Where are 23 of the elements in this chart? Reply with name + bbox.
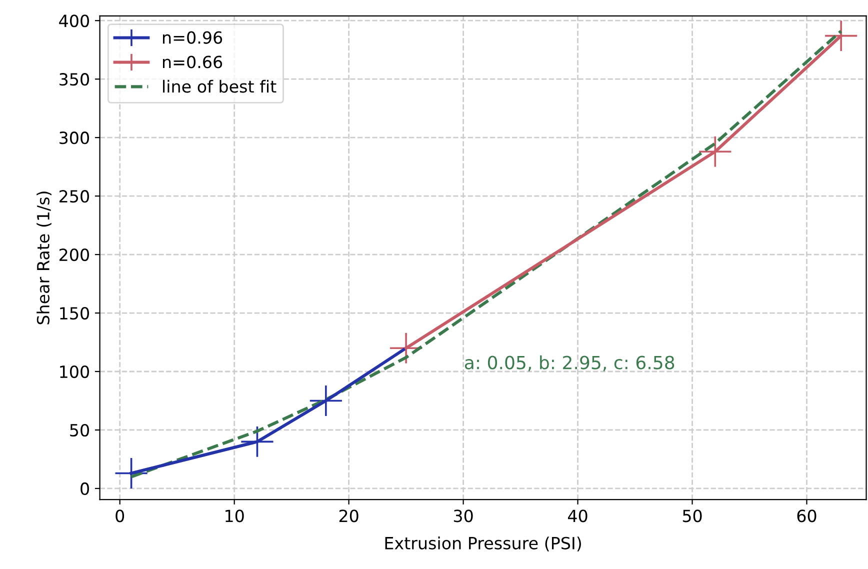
y-tick-label: 0 [80, 482, 89, 496]
x-tick-label: 20 [339, 510, 358, 522]
x-tick-label: 0 [116, 510, 124, 522]
y-tick-label: 150 [60, 306, 89, 320]
annotation: a: 0.05, b: 2.95, c: 6.58 [464, 355, 674, 372]
legend-label: line of best fit [163, 80, 276, 93]
x-tick-label: 50 [682, 510, 702, 522]
y-tick-label: 200 [60, 248, 89, 262]
x-tick-label: 30 [454, 510, 473, 522]
y-axis-title: Shear Rate (1/s) [36, 192, 52, 324]
legend-label: n=0.66 [163, 56, 222, 68]
y-tick-label: 300 [60, 132, 89, 144]
y-tick-label: 250 [60, 190, 89, 203]
legend-label: n=0.96 [163, 31, 222, 44]
x-tick-label: 60 [797, 510, 816, 522]
line-series [130, 30, 843, 478]
x-tick-label: 10 [226, 510, 244, 522]
y-tick-label: 350 [60, 73, 89, 86]
x-tick-label: 40 [568, 510, 588, 522]
y-tick-label: 400 [59, 14, 89, 28]
y-tick-label: 50 [70, 424, 89, 437]
y-tick-label: 100 [60, 365, 89, 378]
x-axis-title: Extrusion Pressure (PSI) [385, 536, 581, 552]
